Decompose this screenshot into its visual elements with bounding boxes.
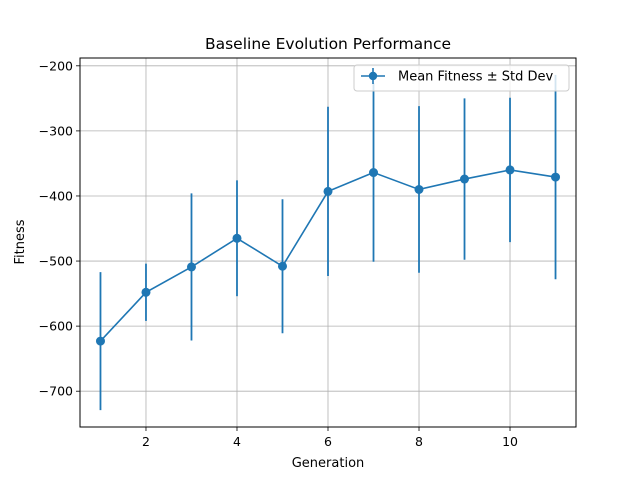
y-tick-label: −600 [39, 319, 73, 334]
y-tick-label: −200 [39, 58, 73, 73]
y-axis-label: Fitness [13, 219, 28, 264]
x-axis-label: Generation [292, 456, 365, 471]
data-point [369, 168, 379, 178]
data-point [232, 233, 242, 243]
data-point [141, 287, 151, 297]
x-tick-label: 6 [324, 434, 332, 449]
legend: Mean Fitness ± Std Dev [353, 64, 570, 92]
legend-box [353, 64, 570, 92]
x-axis-ticks: 2 4 6 8 10 [142, 427, 518, 449]
legend-label: Mean Fitness ± Std Dev [398, 70, 553, 85]
y-tick-label: −700 [39, 384, 73, 399]
data-point [460, 174, 470, 184]
data-point [414, 184, 424, 194]
data-point [277, 261, 287, 271]
data-point [505, 165, 515, 175]
data-point [95, 336, 105, 346]
y-tick-label: −500 [39, 254, 73, 269]
data-point [551, 172, 561, 182]
x-tick-label: 4 [233, 434, 241, 449]
x-tick-label: 8 [415, 434, 423, 449]
y-tick-label: −300 [39, 123, 73, 138]
y-tick-label: −400 [39, 188, 73, 203]
markers [95, 165, 561, 346]
data-point [323, 186, 333, 196]
x-tick-label: 2 [142, 434, 150, 449]
legend-marker-swatch [368, 71, 378, 81]
x-tick-label: 10 [502, 434, 518, 449]
y-axis-ticks: −700 −600 −500 −400 −300 −200 [39, 58, 80, 399]
chart-title: Baseline Evolution Performance [205, 35, 451, 53]
data-point [186, 262, 196, 272]
